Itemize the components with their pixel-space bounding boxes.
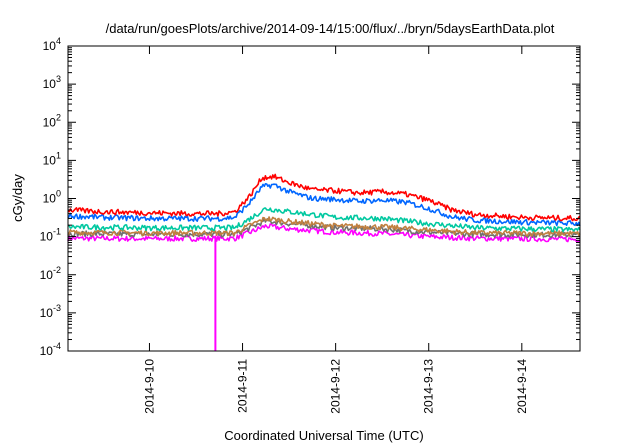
y-tick-label: 10-4 — [40, 341, 61, 358]
x-tick-label: 2014-9-13 — [422, 359, 436, 414]
x-tick-label: 2014-9-10 — [142, 359, 156, 414]
chart-title: /data/run/goesPlots/archive/2014-09-14/1… — [106, 21, 555, 36]
series-line — [67, 173, 581, 222]
y-tick-label: 10-3 — [40, 303, 61, 320]
axes-layer: 10-4 10-3 10-2 10-1 100 101 102 103 104 2014-9-10… — [40, 36, 580, 414]
series-line — [67, 183, 581, 227]
series-line — [67, 207, 581, 233]
y-tick-label: 103 — [43, 74, 61, 91]
y-tick-label: 104 — [43, 36, 61, 53]
x-axis-label: Coordinated Universal Time (UTC) — [224, 428, 423, 443]
y-tick-label: 10-2 — [40, 265, 61, 282]
y-tick-label: 101 — [43, 150, 61, 167]
y-axis-label: cGy/day — [10, 174, 25, 222]
y-tick-label: 102 — [43, 112, 61, 129]
y-tick-label: 100 — [43, 189, 61, 206]
x-tick-label: 2014-9-11 — [236, 359, 250, 413]
y-tick-label: 10-1 — [40, 227, 61, 244]
x-tick-label: 2014-9-12 — [329, 359, 343, 414]
series-line — [67, 216, 581, 237]
x-tick-label: 2014-9-14 — [515, 359, 529, 414]
series-layer — [67, 173, 581, 351]
